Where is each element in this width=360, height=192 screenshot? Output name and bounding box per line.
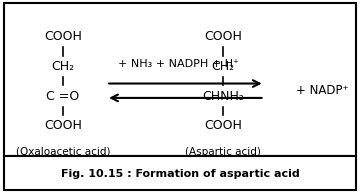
Bar [4,156,356,190]
Text: Fig. 10.15 : Formation of aspartic acid: Fig. 10.15 : Formation of aspartic acid [60,169,300,179]
Text: C =O: C =O [46,89,80,103]
Text: + NADP⁺: + NADP⁺ [296,84,348,97]
Text: COOH: COOH [44,119,82,132]
Bar [4,3,356,156]
Text: (Aspartic acid): (Aspartic acid) [185,147,261,157]
Text: CH₂: CH₂ [212,60,235,73]
Text: (Oxaloacetic acid): (Oxaloacetic acid) [16,147,110,157]
Text: + NH₃ + NADPH + H⁺: + NH₃ + NADPH + H⁺ [118,59,239,69]
Text: CH₂: CH₂ [51,60,75,73]
Text: COOH: COOH [44,30,82,43]
Text: COOH: COOH [204,119,242,132]
Text: COOH: COOH [204,30,242,43]
Text: CHNH₂: CHNH₂ [202,89,244,103]
